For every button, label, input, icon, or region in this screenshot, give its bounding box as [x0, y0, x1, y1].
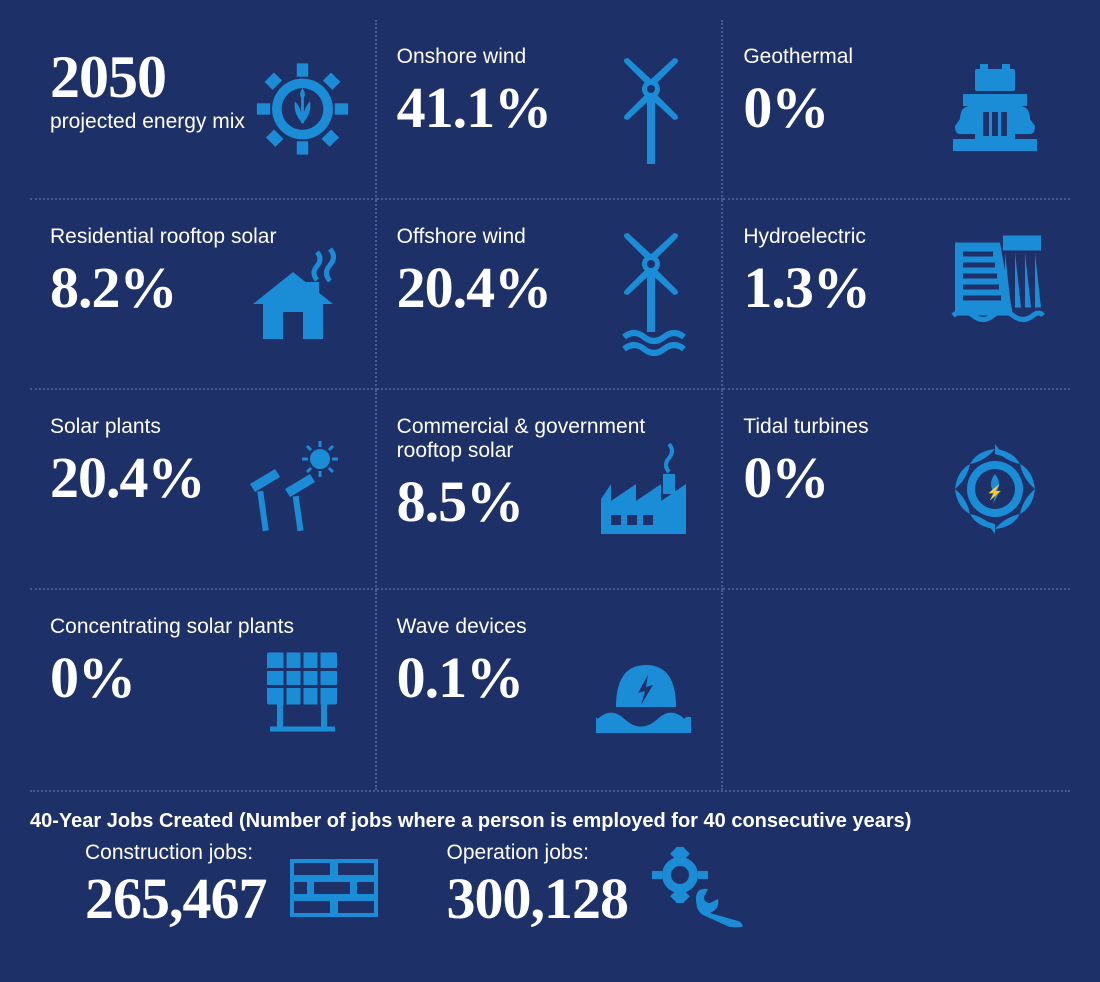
footer-operation: Operation jobs: 300,128 [447, 841, 749, 932]
footer-label: Operation jobs: [447, 841, 629, 865]
cell-geothermal: Geothermal 0% [723, 20, 1070, 200]
footer-title: 40-Year Jobs Created (Number of jobs whe… [30, 810, 1070, 833]
wind-offshore-icon [606, 229, 696, 359]
dam-icon [945, 228, 1045, 323]
cell-label: Solar plants [50, 415, 355, 439]
factory-icon [591, 439, 696, 539]
footer-value: 300,128 [447, 865, 629, 932]
gear-wrench-icon [648, 847, 748, 927]
cell-wave: Wave devices 0.1% [377, 590, 724, 790]
footer: 40-Year Jobs Created (Number of jobs whe… [0, 792, 1100, 932]
cell-commercial-solar: Commercial & government rooftop solar 8.… [377, 390, 724, 590]
energy-grid: 2050 projected energy mix [0, 0, 1100, 790]
cell-offshore-wind: Offshore wind 20.4% [377, 200, 724, 390]
cell-label: Tidal turbines [743, 415, 1050, 439]
geothermal-icon [945, 64, 1045, 154]
cell-onshore-wind: Onshore wind 41.1% [377, 20, 724, 200]
cell-hydroelectric: Hydroelectric 1.3% [723, 200, 1070, 390]
header-cell: 2050 projected energy mix [30, 20, 377, 200]
svg-text:⚡: ⚡ [986, 484, 1003, 501]
cell-concentrating-solar: Concentrating solar plants 0% [30, 590, 377, 790]
house-solar-icon [245, 244, 350, 344]
wave-icon [591, 645, 696, 735]
wind-onshore-icon [606, 54, 696, 164]
footer-row: Construction jobs: 265,467 [30, 841, 1070, 932]
footer-label: Construction jobs: [85, 841, 267, 865]
cell-residential-solar: Residential rooftop solar 8.2% [30, 200, 377, 390]
gear-leaf-icon [255, 62, 350, 157]
cell-tidal: Tidal turbines 0% ⚡ [723, 390, 1070, 590]
footer-construction: Construction jobs: 265,467 [85, 841, 387, 932]
tidal-icon: ⚡ [945, 439, 1045, 539]
solar-grid-icon [255, 643, 350, 738]
cell-label: Concentrating solar plants [50, 615, 355, 639]
cell-solar-plants: Solar plants 20.4% [30, 390, 377, 590]
solar-panels-icon [230, 439, 350, 539]
cell-empty [723, 590, 1070, 790]
cell-label: Wave devices [397, 615, 702, 639]
bricks-icon [287, 856, 387, 918]
footer-value: 265,467 [85, 865, 267, 932]
